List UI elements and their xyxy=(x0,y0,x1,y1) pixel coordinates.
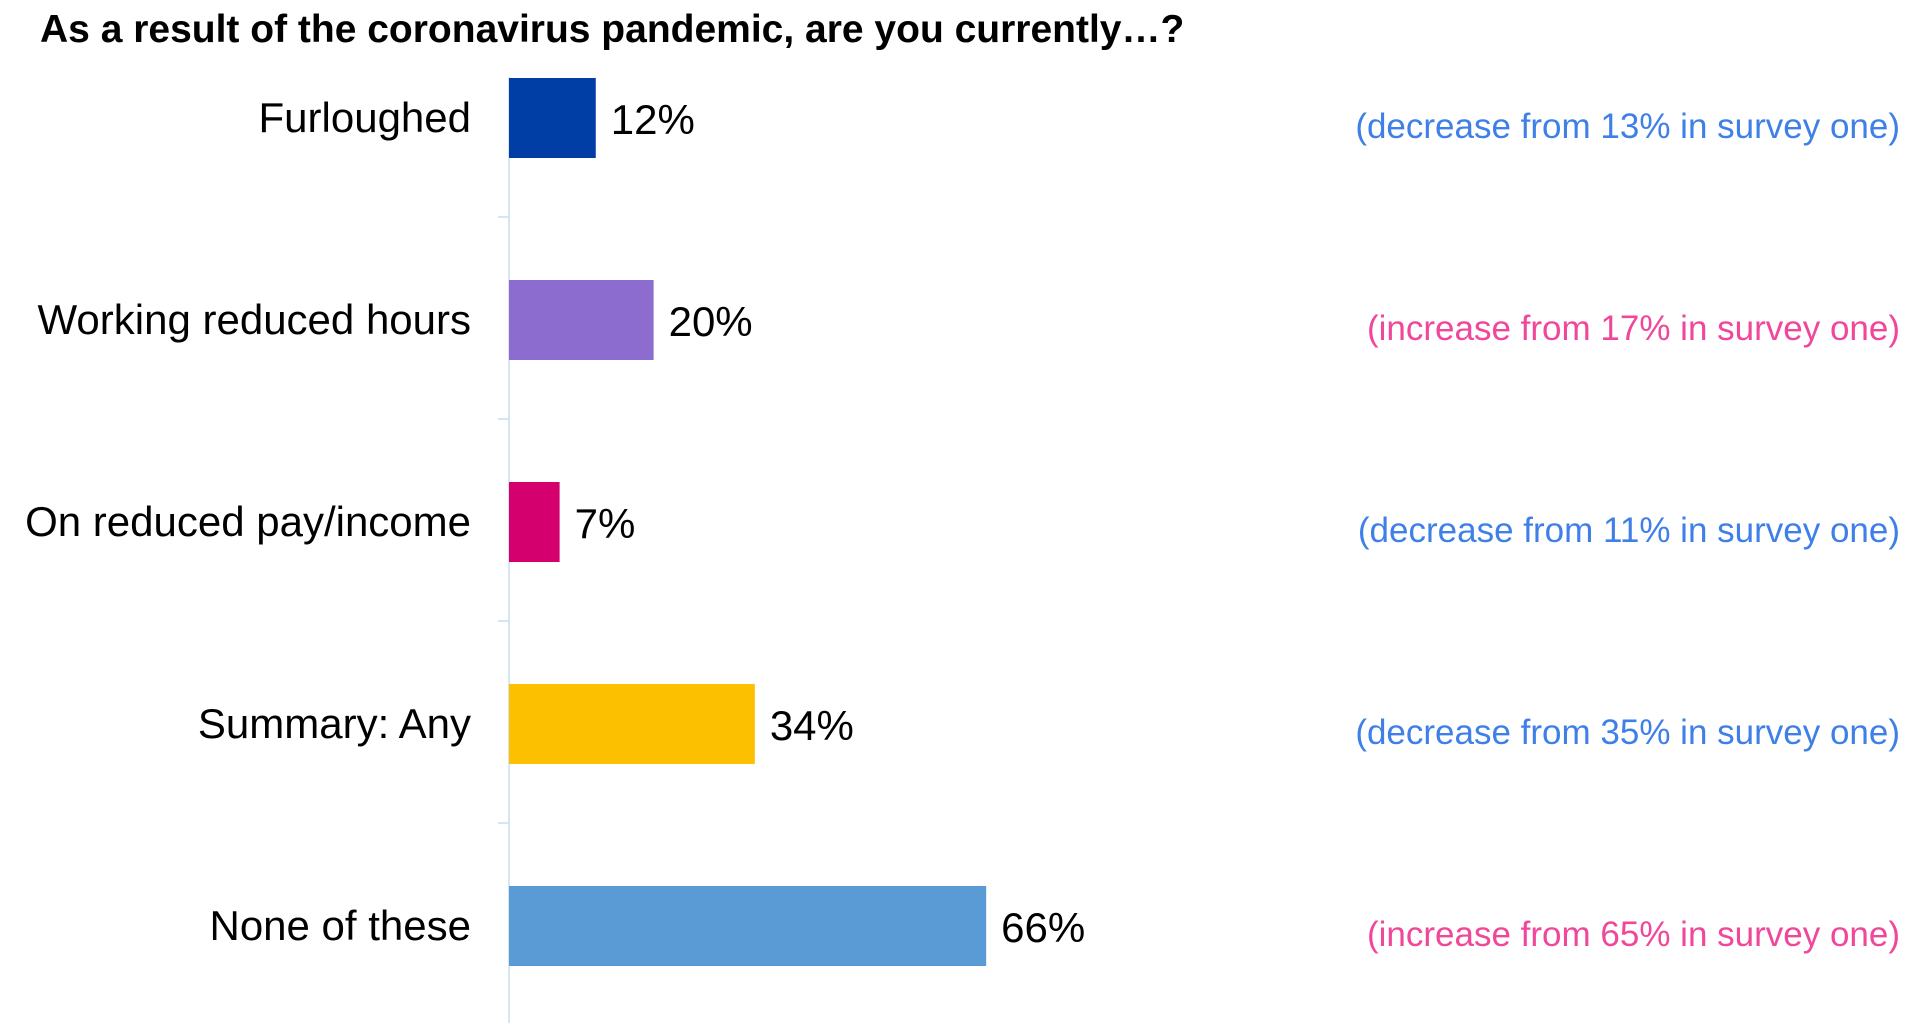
category-label: Summary: Any xyxy=(198,700,471,747)
bar-2 xyxy=(509,280,654,360)
annotation: (increase from 65% in survey one) xyxy=(1367,915,1900,954)
bar-1 xyxy=(509,78,596,158)
category-axis xyxy=(498,77,510,1023)
value-label: 7% xyxy=(575,500,636,547)
category-labels: Furloughed Working reduced hours On reduce… xyxy=(25,94,471,949)
category-label: Working reduced hours xyxy=(38,296,471,343)
category-label: On reduced pay/income xyxy=(25,498,471,545)
value-label: 12% xyxy=(611,96,695,143)
value-label: 66% xyxy=(1001,904,1085,951)
annotation: (decrease from 11% in survey one) xyxy=(1358,511,1900,550)
bar-3 xyxy=(509,482,560,562)
value-label: 34% xyxy=(770,702,854,749)
annotation: (increase from 17% in survey one) xyxy=(1367,309,1900,348)
value-label: 20% xyxy=(669,298,753,345)
bars xyxy=(509,78,987,966)
category-label: Furloughed xyxy=(259,94,471,141)
bar-5 xyxy=(509,886,987,966)
bar-4 xyxy=(509,684,755,764)
category-label: None of these xyxy=(209,902,471,949)
chart-title: As a result of the coronavirus pandemic,… xyxy=(40,8,1184,51)
annotation: (decrease from 13% in survey one) xyxy=(1355,107,1900,146)
annotation: (decrease from 35% in survey one) xyxy=(1355,713,1900,752)
value-labels: 12% 20% 7% 34% 66% xyxy=(575,96,1086,951)
annotations: (decrease from 13% in survey one) (increa… xyxy=(1355,107,1900,954)
